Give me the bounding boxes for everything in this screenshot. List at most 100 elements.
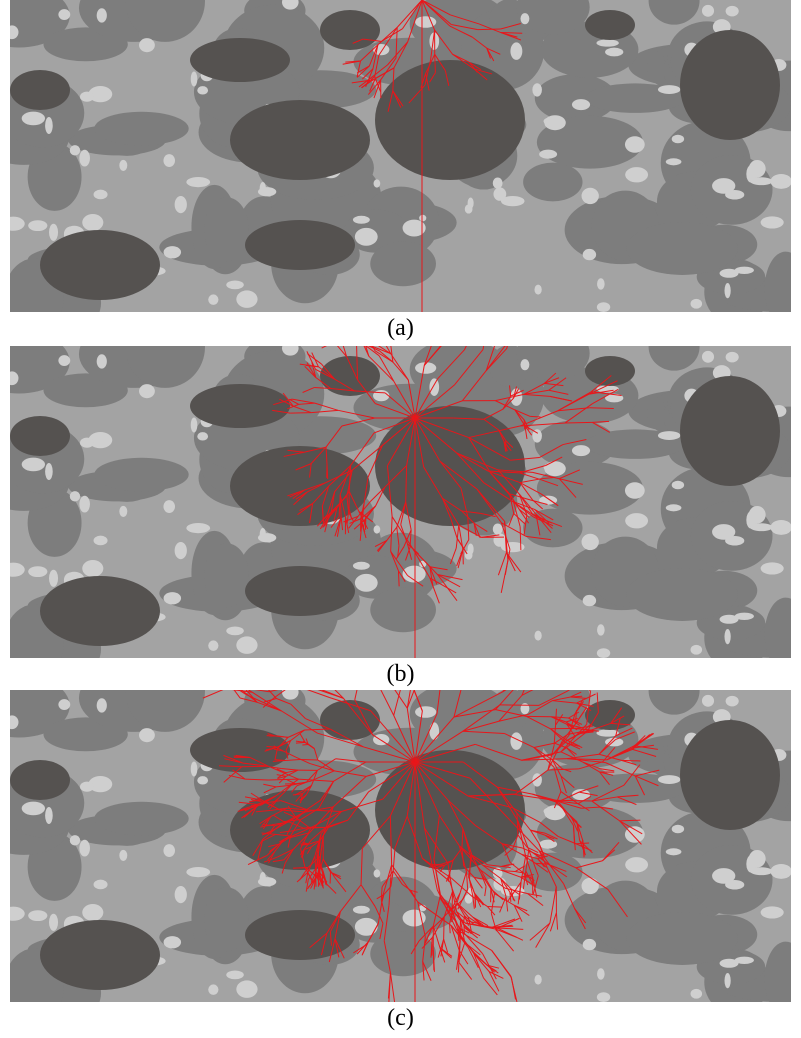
patch: [749, 850, 766, 868]
patch: [725, 536, 744, 546]
patch: [258, 877, 276, 886]
dark-region: [40, 230, 160, 300]
fracture: [565, 422, 592, 423]
patch: [583, 939, 596, 950]
dark-region: [40, 576, 160, 646]
patch: [724, 629, 730, 644]
patch: [197, 86, 208, 94]
patch: [493, 177, 503, 188]
patch: [191, 417, 198, 432]
patch: [627, 568, 738, 621]
patch: [534, 285, 541, 295]
fracture: [290, 413, 311, 414]
patch: [163, 844, 175, 857]
patch: [523, 163, 582, 202]
patch: [45, 117, 53, 134]
patch: [672, 135, 684, 144]
dark-region: [245, 220, 355, 270]
patch: [45, 807, 53, 824]
fracture: [570, 696, 582, 697]
patch: [370, 241, 436, 286]
patch: [415, 706, 436, 718]
patch: [750, 177, 773, 185]
dark-region: [585, 10, 635, 40]
patch: [94, 880, 108, 890]
patch: [761, 906, 784, 918]
patch: [80, 92, 94, 102]
patch: [666, 848, 682, 855]
fracture: [302, 744, 308, 745]
patch: [627, 912, 738, 965]
patch: [468, 198, 474, 209]
patch: [258, 533, 276, 542]
patch: [28, 910, 47, 921]
patch: [510, 42, 522, 59]
patch: [597, 302, 610, 312]
patch: [373, 390, 389, 401]
patch: [625, 167, 648, 182]
patch: [258, 187, 276, 196]
dark-region: [680, 720, 780, 830]
patch: [534, 631, 541, 641]
patch: [208, 294, 218, 304]
patch: [702, 351, 714, 363]
patch: [355, 574, 378, 592]
patch: [625, 857, 648, 872]
patch: [666, 158, 682, 165]
patch: [119, 160, 127, 171]
patch: [735, 613, 754, 620]
patch: [70, 145, 80, 155]
patch: [572, 445, 590, 456]
patch: [501, 196, 525, 206]
patch: [175, 886, 187, 903]
patch: [468, 544, 474, 555]
patch: [49, 914, 58, 931]
patch: [572, 99, 590, 110]
patch: [94, 458, 188, 492]
dark-region: [375, 60, 525, 180]
dark-region: [10, 70, 70, 110]
fracture: [450, 924, 451, 933]
patch: [139, 38, 155, 52]
patch: [226, 627, 244, 636]
patch: [204, 887, 249, 951]
patch: [97, 8, 107, 22]
panel-image: [10, 0, 791, 312]
patch: [370, 587, 436, 632]
fracture: [293, 867, 308, 868]
panel-image: [10, 346, 791, 658]
dark-region: [245, 566, 355, 616]
patch: [58, 355, 70, 366]
patch: [658, 775, 681, 784]
dark-region: [585, 700, 635, 730]
patch: [374, 869, 381, 877]
patch: [627, 222, 738, 275]
patch: [520, 359, 529, 370]
patch: [28, 566, 47, 577]
patch: [49, 224, 58, 241]
patch: [702, 695, 714, 707]
patch: [429, 722, 439, 740]
patch: [186, 523, 210, 533]
patch: [534, 975, 541, 985]
patch: [97, 354, 107, 368]
patch: [672, 481, 684, 490]
patch: [749, 506, 766, 524]
patch: [583, 249, 596, 260]
patch: [49, 570, 58, 587]
panel-label: (b): [0, 660, 801, 688]
patch: [770, 864, 791, 879]
patch: [597, 992, 610, 1002]
patch: [770, 174, 791, 189]
patch: [226, 281, 244, 290]
dark-region: [190, 384, 290, 428]
patch: [236, 980, 257, 998]
patch: [164, 592, 181, 604]
patch: [672, 825, 684, 834]
patch: [429, 378, 439, 396]
patch: [58, 9, 70, 20]
patch: [22, 112, 45, 126]
patch: [22, 802, 45, 816]
patch: [226, 971, 244, 980]
patch: [532, 83, 542, 96]
